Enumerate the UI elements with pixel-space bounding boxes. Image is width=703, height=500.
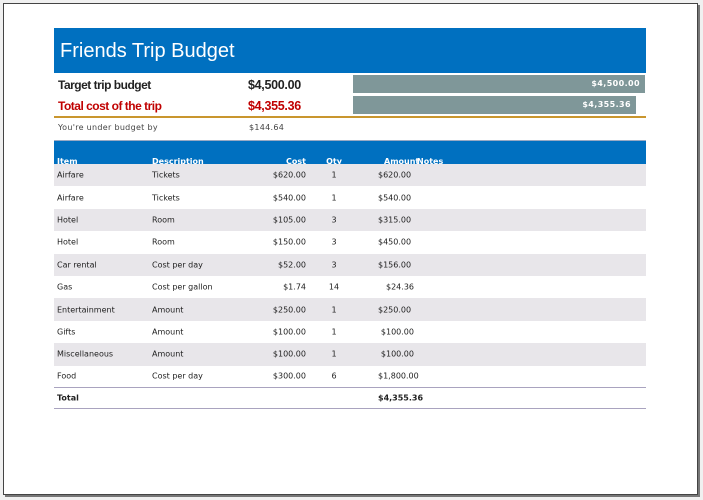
cell-amount[interactable]: $315.00 — [378, 215, 412, 225]
cell-qty[interactable]: 3 — [331, 237, 337, 247]
cell-item[interactable]: Car rental — [57, 260, 97, 270]
total-cost-value: $4,355.36 — [248, 99, 301, 113]
table-row[interactable]: Miscellaneous Amount $100.00 1 $100.00 — [54, 343, 646, 366]
cell-cost[interactable]: $100.00 — [272, 327, 306, 337]
cell-cost[interactable]: $250.00 — [272, 305, 306, 315]
header-notes[interactable]: Notes — [417, 157, 444, 166]
summary-divider — [54, 116, 646, 118]
under-budget-value: $144.64 — [249, 123, 285, 132]
table-row[interactable]: Hotel Room $105.00 3 $315.00 — [54, 208, 646, 232]
target-budget-bar: $4,500.00 — [353, 75, 645, 93]
cell-amount[interactable]: $1,800.00 — [378, 371, 419, 381]
cell-description[interactable]: Amount — [152, 305, 184, 315]
cell-qty[interactable]: 3 — [331, 260, 337, 270]
table-row[interactable]: Hotel Room $150.00 3 $450.00 — [54, 231, 646, 253]
cell-amount[interactable]: $540.00 — [378, 193, 412, 203]
table-header: Item Description Cost Qty Amount Notes — [54, 140, 646, 166]
header-description[interactable]: Description — [152, 157, 204, 166]
cell-description[interactable]: Cost per day — [152, 371, 203, 381]
cell-amount[interactable]: $156.00 — [378, 260, 412, 270]
cell-item[interactable]: Gifts — [57, 327, 76, 337]
header-cost[interactable]: Cost — [286, 157, 306, 166]
page-title: Friends Trip Budget — [54, 28, 646, 73]
cell-description[interactable]: Amount — [152, 349, 184, 359]
table-row[interactable]: Airfare Tickets $620.00 1 $620.00 — [54, 164, 646, 187]
cell-item[interactable]: Gas — [57, 282, 73, 292]
cell-qty[interactable]: 1 — [331, 349, 337, 359]
cell-cost[interactable]: $540.00 — [272, 193, 306, 203]
table-row[interactable]: Entertainment Amount $250.00 1 $250.00 — [54, 298, 646, 321]
cell-item[interactable]: Food — [57, 371, 77, 381]
cell-amount[interactable]: $100.00 — [380, 349, 414, 359]
target-budget-label: Target trip budget — [58, 78, 151, 92]
cell-item[interactable]: Hotel — [57, 237, 79, 247]
cell-description[interactable]: Tickets — [152, 170, 180, 180]
total-value: $4,355.36 — [378, 393, 424, 403]
header-qty[interactable]: Qty — [326, 157, 342, 166]
cell-amount[interactable]: $620.00 — [378, 170, 412, 180]
total-cost-bar: $4,355.36 — [353, 96, 636, 114]
cell-amount[interactable]: $450.00 — [378, 237, 412, 247]
cell-description[interactable]: Amount — [152, 327, 184, 337]
cell-item[interactable]: Airfare — [57, 193, 84, 203]
table-row[interactable]: Gifts Amount $100.00 1 $100.00 — [54, 321, 646, 343]
cell-qty[interactable]: 6 — [331, 371, 337, 381]
cell-qty[interactable]: 3 — [331, 215, 337, 225]
header-item[interactable]: Item — [57, 157, 78, 166]
table-total-row: Total $4,355.36 — [54, 388, 646, 409]
table-row[interactable]: Car rental Cost per day $52.00 3 $156.00 — [54, 253, 646, 276]
header-amount[interactable]: Amount — [384, 157, 420, 166]
cell-cost[interactable]: $300.00 — [272, 371, 306, 381]
total-label: Total — [57, 393, 79, 403]
cell-description[interactable]: Cost per gallon — [152, 282, 213, 292]
cell-qty[interactable]: 1 — [331, 305, 337, 315]
cell-qty[interactable]: 1 — [331, 193, 337, 203]
cell-cost[interactable]: $100.00 — [272, 349, 306, 359]
cell-description[interactable]: Room — [152, 237, 175, 247]
spreadsheet-page: Friends Trip Budget Target trip budget $… — [3, 3, 698, 495]
target-budget-value: $4,500.00 — [248, 78, 301, 92]
table-row[interactable]: Airfare Tickets $540.00 1 $540.00 — [54, 186, 646, 208]
cell-cost[interactable]: $620.00 — [272, 170, 306, 180]
cell-item[interactable]: Entertainment — [57, 305, 115, 315]
under-budget-label: You're under budget by — [58, 123, 158, 132]
cell-item[interactable]: Hotel — [57, 215, 79, 225]
table-row[interactable]: Gas Cost per gallon $1.74 14 $24.36 — [54, 276, 646, 298]
cell-qty[interactable]: 1 — [331, 327, 337, 337]
cell-description[interactable]: Room — [152, 215, 175, 225]
cell-item[interactable]: Miscellaneous — [57, 349, 114, 359]
cell-cost[interactable]: $150.00 — [272, 237, 306, 247]
cell-description[interactable]: Cost per day — [152, 260, 203, 270]
cell-amount[interactable]: $100.00 — [380, 327, 414, 337]
cell-cost[interactable]: $1.74 — [283, 282, 306, 292]
cell-qty[interactable]: 1 — [331, 170, 337, 180]
cell-item[interactable]: Airfare — [57, 170, 84, 180]
budget-table: Item Description Cost Qty Amount Notes A… — [54, 140, 646, 409]
cell-amount[interactable]: $24.36 — [386, 282, 414, 292]
cell-cost[interactable]: $52.00 — [278, 260, 306, 270]
cell-cost[interactable]: $105.00 — [272, 215, 306, 225]
cell-amount[interactable]: $250.00 — [378, 305, 412, 315]
cell-description[interactable]: Tickets — [152, 193, 180, 203]
table-row[interactable]: Food Cost per day $300.00 6 $1,800.00 — [54, 366, 646, 388]
cell-qty[interactable]: 14 — [328, 282, 340, 292]
total-cost-label: Total cost of the trip — [58, 99, 162, 113]
